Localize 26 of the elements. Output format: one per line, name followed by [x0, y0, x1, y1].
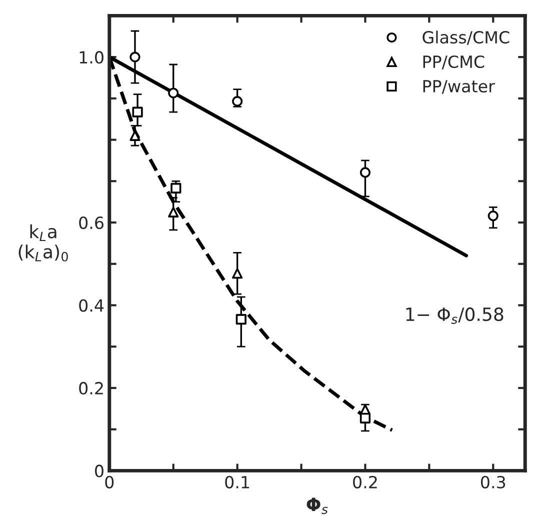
- y-tick-label: 0: [95, 464, 104, 478]
- y-tick-label: 1.0: [80, 51, 104, 64]
- y-tick-label: 0.6: [79, 216, 104, 230]
- point: [360, 412, 371, 424]
- point: [232, 96, 243, 107]
- legend-label: PP/CMC: [423, 55, 484, 70]
- y-tick-label: 0.2: [79, 382, 103, 395]
- x-tick-label: 0.3: [480, 476, 506, 488]
- point: [170, 182, 182, 194]
- x-tick-label: 0: [105, 476, 114, 488]
- legend-label: Glass/CMC: [422, 30, 510, 45]
- x-tick-label: 0.1: [225, 476, 250, 488]
- annotation: 1− Φ$_{s}$/0.58: [406, 307, 504, 324]
- point: [168, 206, 179, 218]
- x-tick-label: 0.2: [353, 476, 377, 488]
- x-axis-title: Φ$_{s}$: [306, 498, 328, 514]
- legend-label: PP/water: [423, 80, 495, 94]
- y-axis-title: k$_{L}$a (k$_{L}$a)$_{0}$: [18, 224, 68, 262]
- point: [360, 167, 371, 178]
- point: [168, 88, 179, 98]
- point: [236, 314, 246, 325]
- y-tick-label: 0.4: [79, 299, 104, 312]
- point: [130, 52, 140, 62]
- point: [132, 106, 143, 118]
- point: [232, 268, 243, 279]
- point: [488, 210, 498, 222]
